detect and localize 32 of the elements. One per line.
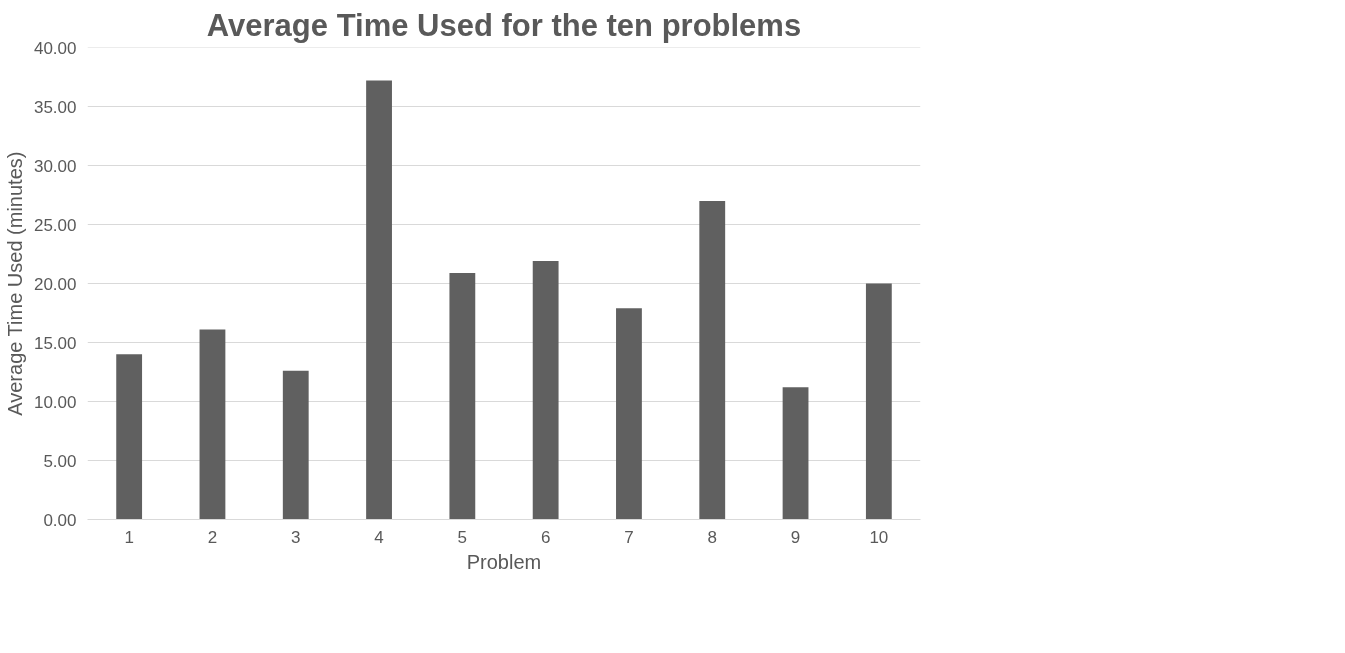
x-tick-label: 5 xyxy=(457,527,468,547)
bar xyxy=(782,387,809,520)
y-tick-label: 40.00 xyxy=(33,38,77,58)
x-tick-label: 10 xyxy=(869,527,889,547)
x-tick-label: 7 xyxy=(624,527,634,547)
bar xyxy=(199,329,226,520)
y-tick-label: 0.00 xyxy=(43,510,77,530)
bar xyxy=(616,308,642,520)
x-axis-title: Problem xyxy=(466,550,542,573)
x-tick-label: 3 xyxy=(291,527,301,547)
x-tick-label: 6 xyxy=(540,527,551,547)
x-tick-label: 2 xyxy=(207,527,218,547)
y-tick-label: 20.00 xyxy=(33,274,77,294)
y-tick-label: 35.00 xyxy=(33,97,77,117)
bar xyxy=(865,283,892,520)
x-tick-label: 9 xyxy=(790,527,801,547)
y-tick-label: 10.00 xyxy=(33,392,77,412)
y-tick-label: 5.00 xyxy=(43,451,77,471)
bar xyxy=(116,354,143,520)
y-axis-title: Average Time Used (minutes) xyxy=(3,151,26,416)
y-tick-label: 25.00 xyxy=(33,215,77,235)
x-tick-label: 1 xyxy=(124,527,134,547)
x-tick-label: 4 xyxy=(374,527,384,547)
bar xyxy=(366,80,392,520)
bar xyxy=(532,261,559,520)
x-tick-label: 8 xyxy=(707,527,717,547)
bar xyxy=(282,370,309,520)
y-tick-label: 30.00 xyxy=(33,156,77,176)
chart-title: Average Time Used for the ten problems xyxy=(206,7,802,43)
y-tick-label: 15.00 xyxy=(33,333,77,353)
bar xyxy=(699,200,726,520)
bar xyxy=(449,272,476,520)
